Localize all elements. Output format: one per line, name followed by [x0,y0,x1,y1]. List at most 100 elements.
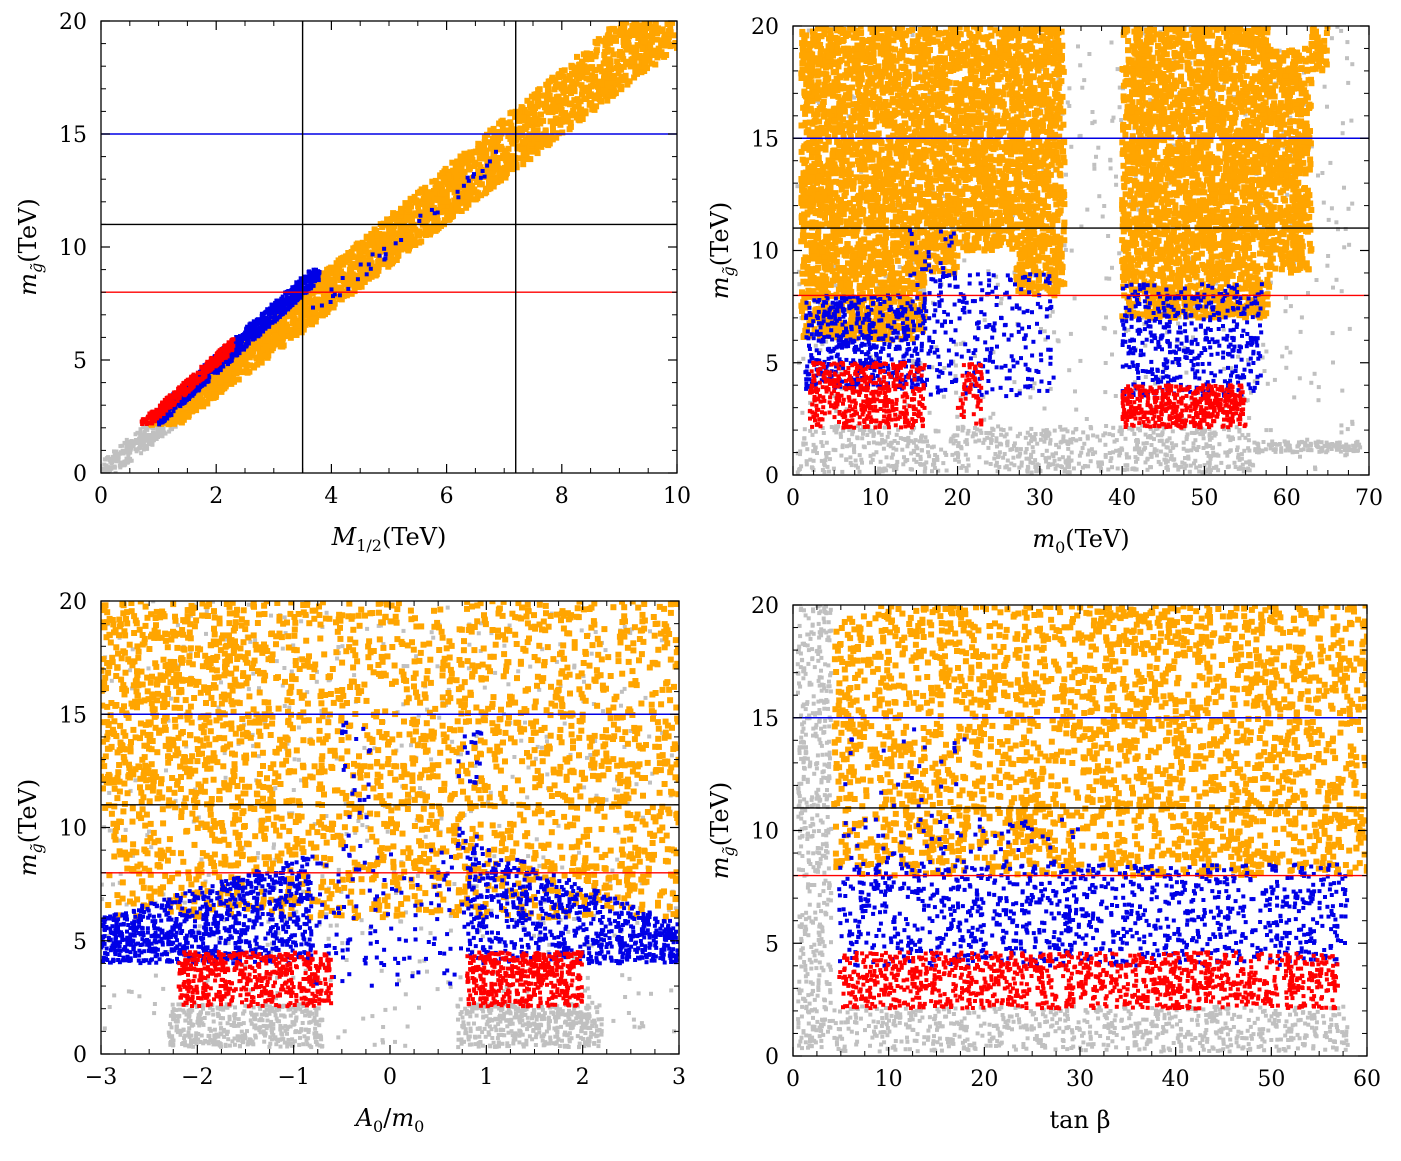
point-red [229,341,234,345]
point-blue [186,395,191,400]
y-tick-label: 15 [59,123,87,148]
point-gray [869,460,873,465]
point-orange [642,34,649,41]
point-gray [1111,425,1116,430]
point-orange [304,305,311,312]
point-orange [664,36,671,43]
point-orange [632,53,638,60]
point-blue [417,219,422,223]
point-gray [821,431,826,435]
point-orange [628,48,635,55]
point-orange [601,71,608,78]
point-orange [565,100,571,107]
point-gray [1325,104,1329,109]
point-blue [197,374,202,378]
point-red [157,410,162,415]
point-blue [316,278,321,283]
point-orange [636,32,643,39]
point-orange [482,154,489,161]
point-gray [953,457,958,462]
point-gray [1162,426,1167,431]
point-blue [269,315,273,320]
point-gray [1117,251,1122,256]
point-gray [1078,63,1083,68]
point-gray [1084,417,1089,421]
point-red [223,355,228,360]
point-blue [297,294,302,299]
point-orange [520,161,527,168]
point-gray [1326,254,1331,258]
point-blue [260,325,264,330]
point-gray [1102,326,1107,331]
point-blue [286,296,291,301]
point-gray [994,460,999,465]
point-orange [329,277,336,284]
point-red [215,363,220,368]
point-orange [649,34,656,41]
point-red [203,371,208,376]
point-orange [422,220,429,226]
point-orange [571,88,578,95]
point-gray [871,440,876,445]
point-red [210,357,215,362]
point-orange [481,190,488,197]
point-orange [595,36,602,43]
point-gray [855,435,860,440]
point-gray [1077,453,1082,458]
point-orange [455,178,462,185]
point-orange [638,60,645,67]
point-gray [852,450,857,455]
point-red [181,391,186,396]
point-blue [260,312,265,317]
point-gray [796,269,801,274]
point-orange [254,344,261,351]
point-red [164,400,169,405]
point-red [189,384,194,389]
point-blue [234,335,239,340]
point-orange [475,140,482,147]
point-orange [290,306,297,313]
point-orange [534,150,541,157]
point-orange [236,365,243,372]
point-orange [584,66,591,73]
point-orange [438,204,445,211]
point-orange [667,25,674,32]
point-orange [389,235,396,242]
point-red [150,421,155,426]
point-orange [385,263,392,270]
point-red [222,344,227,349]
point-orange [494,160,501,166]
point-orange [427,225,434,232]
point-orange [577,98,584,105]
point-orange [622,72,629,79]
point-blue [195,386,200,391]
point-orange [417,201,424,208]
point-orange [610,74,616,81]
point-orange [537,140,544,147]
point-blue [383,252,388,257]
point-gray [1191,305,1195,309]
point-orange [314,304,321,311]
point-orange [531,137,538,144]
point-gray [1321,200,1326,205]
point-orange [548,133,554,140]
point-orange [634,70,640,77]
point-orange [362,257,369,264]
point-blue [271,308,276,313]
point-blue [311,305,315,310]
point-gray [1092,162,1097,167]
point-red [163,408,168,413]
point-gray [1244,460,1249,465]
point-blue [472,172,476,177]
point-orange [513,164,520,171]
point-orange [534,98,541,105]
point-orange [209,385,216,392]
point-gray [1110,265,1114,270]
point-orange [469,183,476,189]
point-gray [1313,467,1318,472]
point-red [188,387,193,392]
point-gray [1044,428,1049,433]
point-orange [634,42,641,49]
point-orange [598,79,605,86]
